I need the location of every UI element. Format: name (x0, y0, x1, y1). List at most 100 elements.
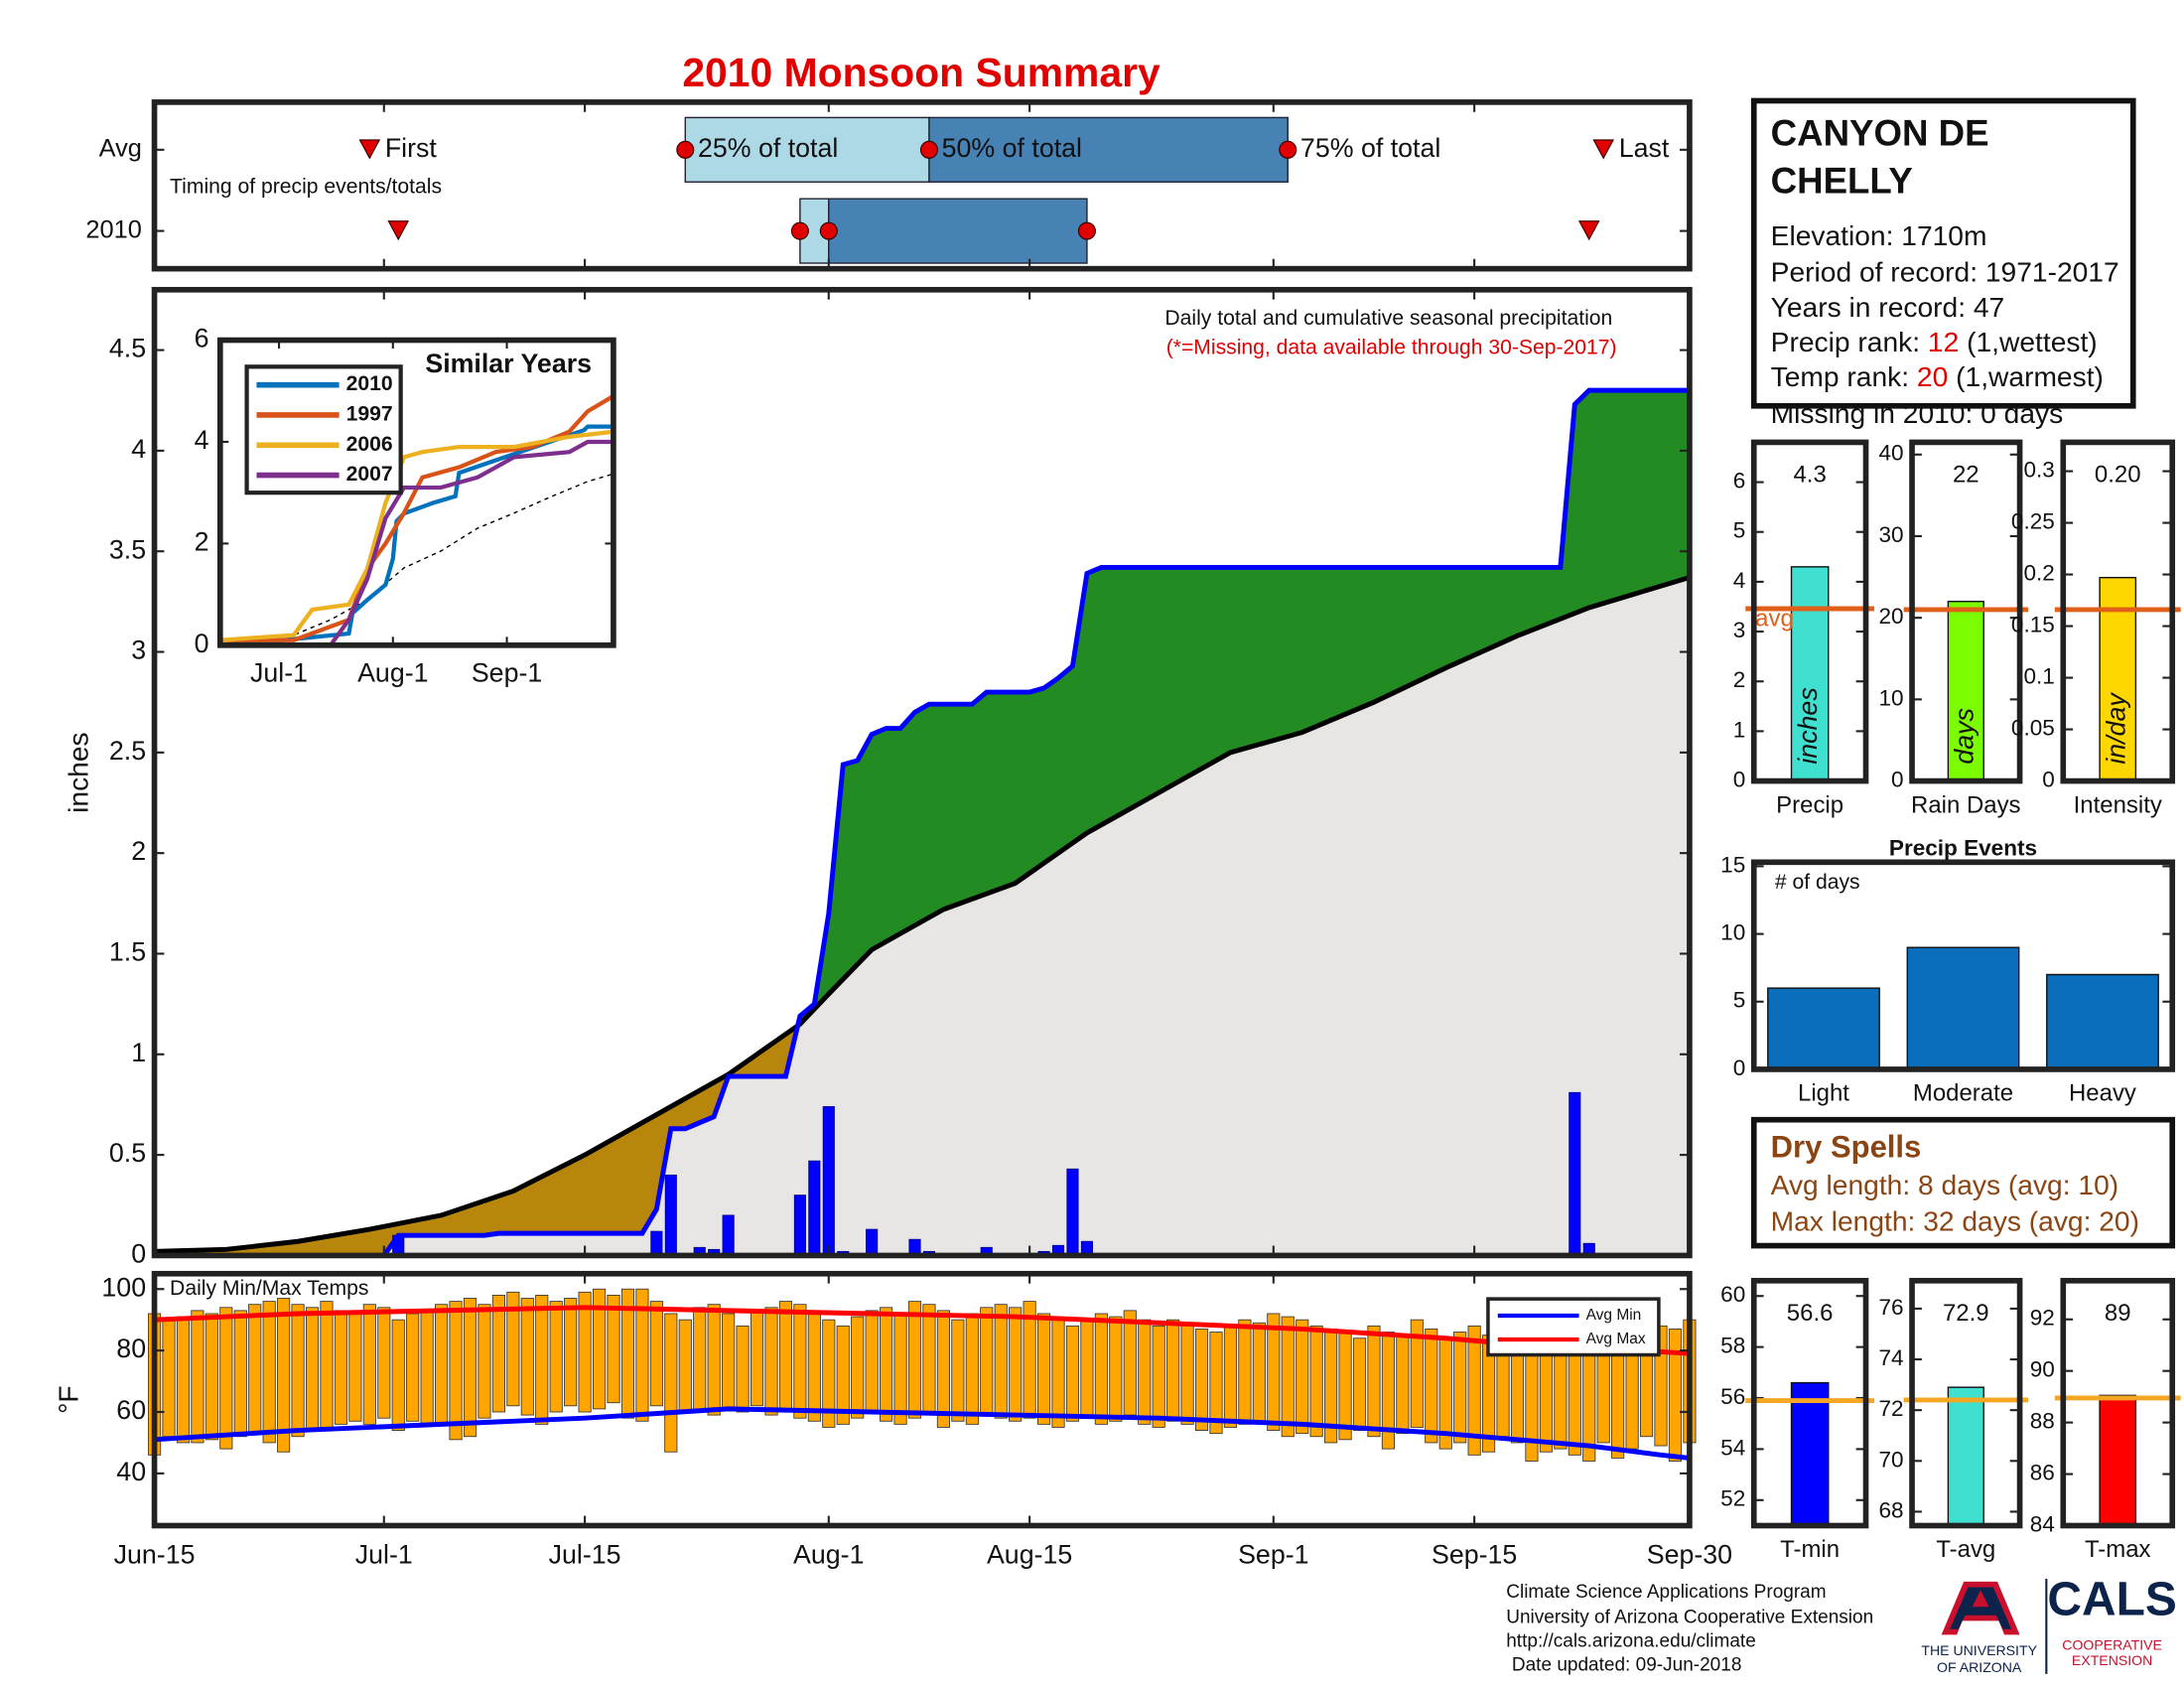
y-tick-label: 0 (1733, 768, 1746, 792)
temp-bar (1166, 1319, 1180, 1422)
y-tick-label: 0.05 (2011, 716, 2055, 741)
temp-bar (1080, 1319, 1094, 1419)
y-tick-label: 10 (1720, 920, 1745, 945)
bar (1947, 1386, 1984, 1527)
temp-bar (277, 1298, 291, 1453)
total-marker (819, 221, 838, 240)
bar (1947, 601, 1984, 782)
temp-bar (764, 1307, 778, 1416)
y-tick-label: 92 (2030, 1306, 2055, 1331)
y-axis-label: °F (52, 1385, 83, 1414)
x-tick-label: Sep-1 (472, 658, 542, 688)
rank-note: (1,warmest) (1956, 360, 2104, 392)
y-tick-label: 0.2 (2023, 561, 2054, 586)
y-tick-label: 0 (131, 1239, 146, 1269)
total-marker (919, 140, 938, 159)
temp-bar (520, 1298, 534, 1416)
chart-note: (*=Missing, data available through 30-Se… (1166, 337, 1617, 359)
temp-bar (291, 1304, 305, 1438)
unit-label: inches (1793, 687, 1823, 764)
y-tick-label: 0 (1891, 768, 1904, 792)
marker-label: 50% of total (942, 133, 1082, 163)
precip-rank: Precip rank: 12 (1,wettest) (1771, 326, 2098, 357)
y-tick-label: 1 (131, 1038, 146, 1067)
plot-frame (2060, 439, 2176, 784)
y-tick-label: 4 (1733, 568, 1746, 593)
temp-bar (1065, 1325, 1080, 1422)
temp-bar (320, 1301, 334, 1428)
temp-bar (1309, 1325, 1323, 1438)
y-tick-label: 74 (1878, 1345, 1903, 1370)
row-label: Avg (99, 135, 142, 163)
cumulative-line (154, 387, 1690, 1258)
station-missing: Missing in 2010: 0 days (1771, 397, 2064, 429)
y-tick-label: 54 (1720, 1435, 1745, 1460)
temp-bar (1194, 1329, 1209, 1431)
temp-bar (1037, 1313, 1051, 1425)
temp-bar (535, 1294, 549, 1425)
temp-bar (248, 1304, 262, 1435)
average-label: avg (1755, 606, 1794, 633)
temp-bar (1296, 1319, 1309, 1435)
temp-bar (478, 1304, 491, 1419)
temp-bar (807, 1313, 821, 1422)
marker-label: First (385, 133, 438, 163)
temp-bar (592, 1288, 607, 1410)
bar (1790, 1381, 1830, 1527)
y-tick-label: 5 (1733, 518, 1746, 543)
temp-bar (1123, 1310, 1137, 1416)
temp-bar (176, 1316, 191, 1444)
x-tick-label: Light (1798, 1080, 1849, 1107)
legend-label: 1997 (346, 403, 393, 426)
legend-label: 2007 (346, 463, 393, 486)
temp-bar (334, 1310, 347, 1425)
temp-bar (491, 1294, 505, 1413)
y-tick-label: 2 (131, 836, 146, 866)
temp-bar (994, 1304, 1008, 1419)
y-tick-label: 100 (101, 1272, 146, 1302)
temp-bar (391, 1319, 405, 1431)
total-marker (676, 140, 695, 159)
temp-bar (1396, 1335, 1410, 1435)
event-marker (358, 139, 381, 160)
footer-line: Date updated: 09-Jun-2018 (1512, 1654, 1742, 1675)
temp-bar (435, 1304, 449, 1425)
temp-bar (936, 1310, 950, 1428)
daily-bar (1066, 1168, 1079, 1256)
y-tick-label: 3 (1733, 618, 1746, 642)
temp-bar (162, 1319, 176, 1438)
avg-temp-line (154, 1406, 1691, 1461)
x-tick-label: T-min (1780, 1536, 1840, 1563)
temp-bar (1138, 1319, 1152, 1425)
y-tick-label: 2 (195, 526, 209, 556)
temp-bar (1453, 1332, 1467, 1444)
plot-frame (1750, 439, 1869, 784)
temp-bar (1352, 1337, 1367, 1431)
y-tick-label: 15 (1720, 852, 1745, 877)
y-tick-label: 0 (2042, 768, 2055, 792)
bar (2099, 1394, 2137, 1527)
bar (2046, 973, 2159, 1070)
temp-bar (707, 1304, 721, 1416)
bar (1906, 946, 2020, 1070)
row-label: 2010 (85, 215, 141, 243)
marker-label: 75% of total (1300, 133, 1440, 163)
x-tick-label: Jun-15 (114, 1540, 196, 1570)
x-tick-label: Aug-1 (357, 658, 428, 688)
temp-bar (406, 1313, 420, 1422)
temp-bar (1223, 1325, 1238, 1428)
x-tick-label: Jul-1 (250, 658, 308, 688)
daily-bar (866, 1228, 879, 1256)
temp-bar (205, 1313, 218, 1441)
y-tick-label: 0.5 (109, 1138, 146, 1168)
series-line (219, 439, 614, 647)
page-title: 2010 Monsoon Summary (682, 50, 1160, 95)
logo-text: OF ARIZONA (1937, 1659, 2022, 1675)
temp-bar (420, 1310, 434, 1425)
early-box (684, 116, 930, 183)
x-tick-label: T-avg (1936, 1536, 1995, 1563)
y-tick-label: 90 (2030, 1357, 2055, 1382)
temp-bar (1051, 1319, 1065, 1428)
temp-bar (693, 1307, 707, 1413)
